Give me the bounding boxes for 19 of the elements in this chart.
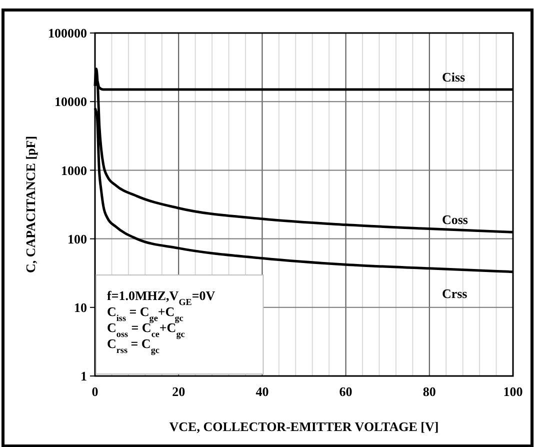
y-tick-label: 1000 (61, 162, 87, 178)
series-label: Coss (442, 212, 468, 228)
annotation: C$_{rss}$ = C$_{gc}$ (107, 336, 160, 355)
x-tick-label: 20 (172, 384, 186, 399)
series-label: Crss (442, 286, 468, 301)
x-tick-label: 40 (256, 384, 269, 399)
x-tick-label: 100 (503, 384, 523, 399)
y-tick-label: 100 (68, 231, 87, 246)
y-tick-label: 10000 (54, 94, 87, 110)
y-tick-label: 10 (74, 300, 87, 315)
annotation: f=1.0MHZ,V$_{GE}$=0V (107, 288, 216, 307)
x-tick-label: 60 (339, 384, 352, 399)
y-tick-label: 1 (80, 368, 87, 384)
x-tick-label: 0 (92, 384, 98, 399)
x-axis-title: VCE, COLLECTOR-EMITTER VOLTAGE [V] (169, 419, 439, 434)
y-tick-label: 100000 (48, 26, 87, 41)
series-label: Ciss (442, 70, 466, 85)
x-tick-label: 80 (422, 384, 436, 399)
y-axis-title: C, CAPACITANCE [pF] (23, 136, 38, 274)
